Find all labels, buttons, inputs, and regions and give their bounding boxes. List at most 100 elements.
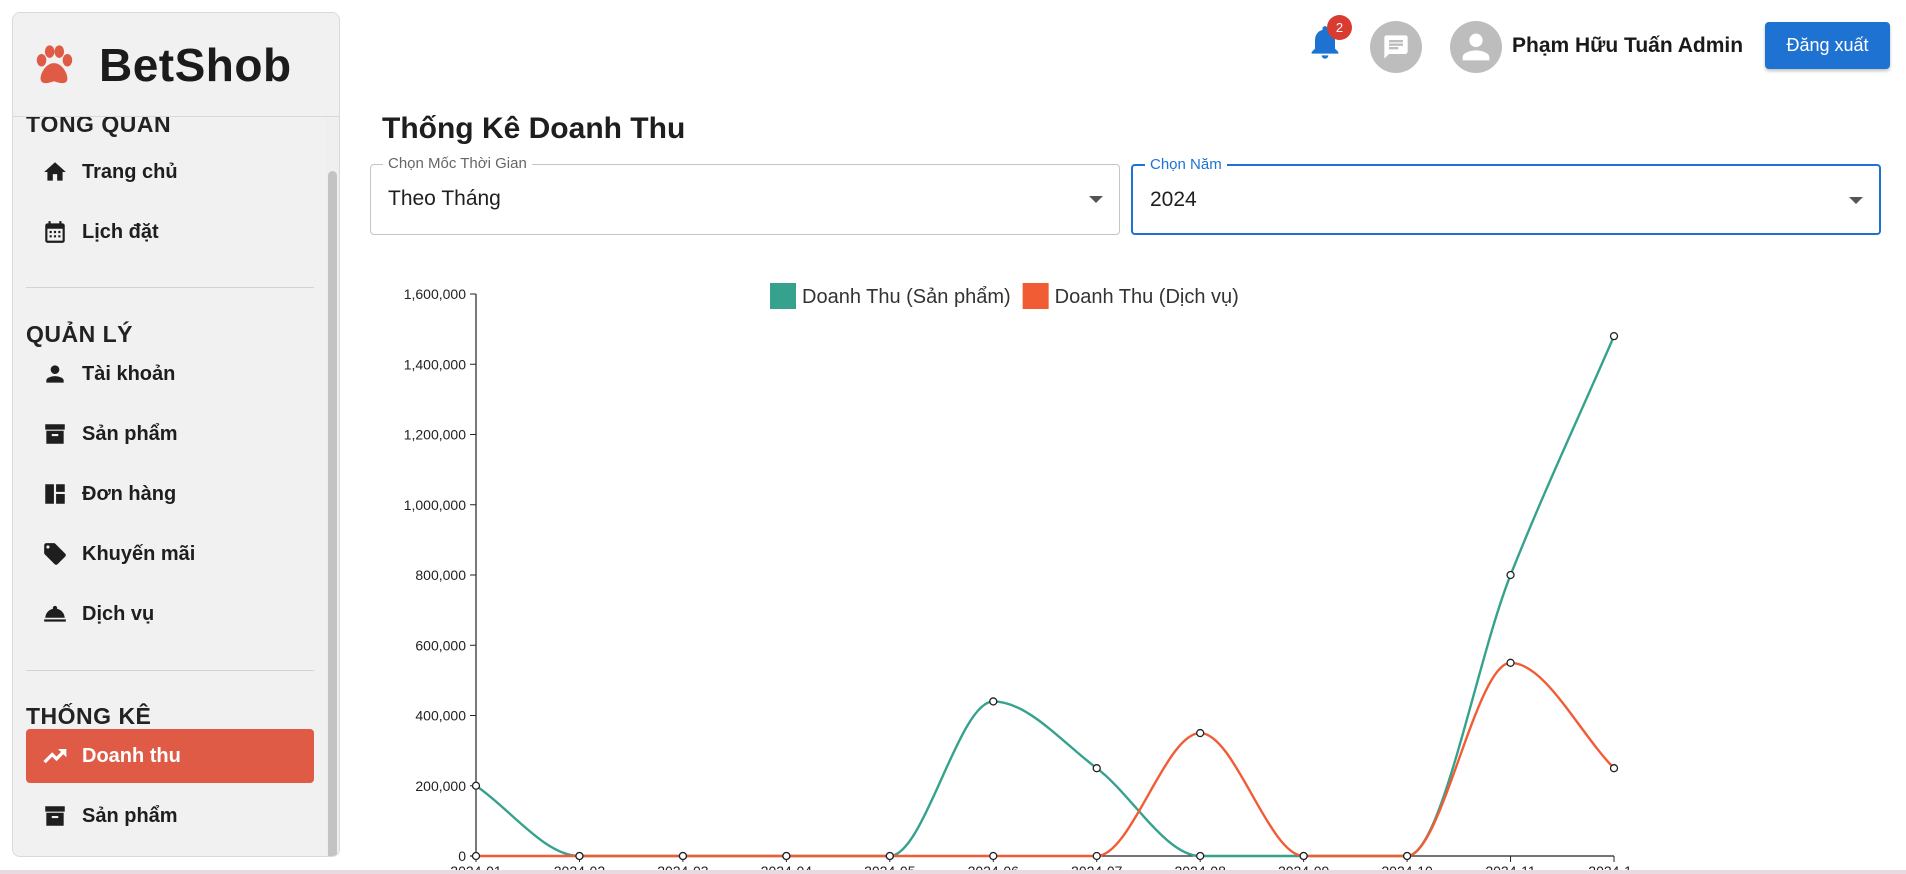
series-line-1 xyxy=(475,335,1616,858)
series-line-2 xyxy=(475,661,1615,858)
chat-button[interactable] xyxy=(1370,21,1422,73)
sidebar-item-label: Doanh thu xyxy=(82,744,181,767)
data-point xyxy=(782,851,791,861)
data-point xyxy=(1196,851,1205,861)
x-tick-label: 2024-12 xyxy=(1588,863,1630,874)
x-tick-label: 2024-04 xyxy=(761,863,813,874)
sidebar-item-product-stats[interactable]: Sản phẩm xyxy=(26,789,314,843)
y-tick-label: 1,600,000 xyxy=(404,286,466,302)
data-point xyxy=(1609,332,1619,341)
sidebar-scrollbar-thumb[interactable] xyxy=(328,171,337,856)
sidebar: BetShob TỔNG QUAN Trang chủ Lịch đặt QUẢ… xyxy=(12,12,340,857)
year-select[interactable]: Chọn Năm 2024 xyxy=(1131,156,1881,235)
legend-label-1: Doanh Thu (Sản phẩm) xyxy=(802,286,1011,308)
data-point xyxy=(1402,851,1412,861)
home-icon xyxy=(44,162,66,181)
divider xyxy=(26,670,314,671)
sidebar-nav: TỔNG QUAN Trang chủ Lịch đặt QUẢN LÝ Tài… xyxy=(13,117,325,856)
room-service-icon xyxy=(44,605,66,622)
avatar[interactable] xyxy=(1450,21,1502,73)
x-tick-label: 2024-01 xyxy=(450,863,502,874)
sidebar-item-bookings[interactable]: Lịch đặt xyxy=(26,205,314,259)
data-point xyxy=(1506,658,1515,667)
data-point xyxy=(989,697,998,706)
period-select-label: Chọn Mốc Thời Gian xyxy=(383,155,532,172)
dashboard-icon xyxy=(45,484,65,504)
notification-badge: 2 xyxy=(1327,15,1352,40)
section-title-manage: QUẢN LÝ xyxy=(26,321,133,347)
sidebar-item-promotions[interactable]: Khuyến mãi xyxy=(26,527,314,581)
y-tick-label: 1,200,000 xyxy=(404,427,466,443)
person-icon xyxy=(46,365,64,383)
y-tick-label: 400,000 xyxy=(415,708,466,724)
sidebar-item-home[interactable]: Trang chủ xyxy=(26,145,314,199)
data-point xyxy=(678,851,688,861)
y-tick-label: 800,000 xyxy=(415,567,466,583)
x-tick-label: 2024-02 xyxy=(554,863,606,874)
y-tick-label: 1,000,000 xyxy=(404,497,466,513)
caret-down-icon xyxy=(1849,197,1863,204)
sidebar-item-accounts[interactable]: Tài khoản xyxy=(26,347,314,401)
year-select-value: 2024 xyxy=(1150,188,1197,211)
x-tick-label: 2024-03 xyxy=(657,863,709,874)
sidebar-item-label: Sản phẩm xyxy=(82,422,178,445)
x-tick-label: 2024-06 xyxy=(968,863,1020,874)
period-select-value: Theo Tháng xyxy=(388,187,501,210)
page-bottom-edge xyxy=(0,870,1906,874)
revenue-chart: 0 200,000 400,000 600,000 800,000 1,000,000 1,… xyxy=(404,283,1630,874)
data-point xyxy=(1299,851,1308,861)
y-tick-label: 0 xyxy=(458,848,466,864)
chat-icon xyxy=(1384,35,1408,59)
archive-icon xyxy=(45,806,65,826)
y-tick-label: 200,000 xyxy=(415,778,466,794)
sidebar-item-label: Khuyến mãi xyxy=(82,542,196,565)
sidebar-item-products[interactable]: Sản phẩm xyxy=(26,407,314,461)
brand-name: BetShob xyxy=(99,38,292,91)
legend-label-2: Doanh Thu (Dịch vụ) xyxy=(1055,286,1239,308)
sidebar-item-label: Dịch vụ xyxy=(82,602,155,625)
year-select-label: Chọn Năm xyxy=(1145,156,1227,173)
x-tick-label: 2024-07 xyxy=(1071,863,1123,874)
sidebar-item-orders[interactable]: Đơn hàng xyxy=(26,467,314,521)
brand[interactable]: BetShob xyxy=(13,13,339,117)
sidebar-item-services[interactable]: Dịch vụ xyxy=(26,587,314,641)
data-point xyxy=(1092,764,1101,773)
period-select[interactable]: Chọn Mốc Thời Gian Theo Tháng xyxy=(370,155,1120,235)
x-tick-label: 2024-08 xyxy=(1174,863,1226,874)
legend-swatch-1 xyxy=(770,283,796,309)
y-tick-label: 600,000 xyxy=(415,637,466,653)
page-title: Thống Kê Doanh Thu xyxy=(382,112,686,145)
data-point xyxy=(575,851,584,861)
archive-icon xyxy=(45,424,65,444)
tag-icon xyxy=(44,543,66,565)
data-point xyxy=(1609,764,1619,773)
x-tick-label: 2024-10 xyxy=(1381,863,1433,874)
sidebar-item-label: Sản phẩm xyxy=(82,804,178,827)
logout-button[interactable]: Đăng xuất xyxy=(1765,22,1890,69)
x-tick-label: 2024-05 xyxy=(864,863,916,874)
sidebar-item-label: Lịch đặt xyxy=(82,220,159,243)
sidebar-item-label: Tài khoản xyxy=(82,362,176,385)
sidebar-item-label: Trang chủ xyxy=(82,160,178,183)
section-title-overview: TỔNG QUAN xyxy=(26,117,172,137)
calendar-icon xyxy=(45,221,65,243)
legend-swatch-2 xyxy=(1022,283,1049,309)
section-title-statistics: THỐNG KÊ xyxy=(26,703,152,729)
paw-icon xyxy=(36,44,73,83)
trending-up-icon xyxy=(43,748,67,764)
x-tick-label: 2024-09 xyxy=(1278,863,1330,874)
data-point xyxy=(885,851,894,861)
data-point xyxy=(1092,851,1101,861)
data-point xyxy=(989,851,998,861)
user-name: Phạm Hữu Tuấn Admin xyxy=(1512,34,1744,57)
caret-down-icon xyxy=(1089,196,1103,203)
data-point xyxy=(471,781,481,790)
person-icon xyxy=(1462,33,1490,61)
sidebar-item-label: Đơn hàng xyxy=(82,482,177,505)
data-point xyxy=(471,851,481,861)
data-point xyxy=(1506,570,1515,580)
y-tick-label: 1,400,000 xyxy=(404,356,466,372)
divider xyxy=(26,287,314,288)
sidebar-item-revenue[interactable]: Doanh thu xyxy=(26,729,314,783)
x-tick-label: 2024-11 xyxy=(1485,863,1536,874)
